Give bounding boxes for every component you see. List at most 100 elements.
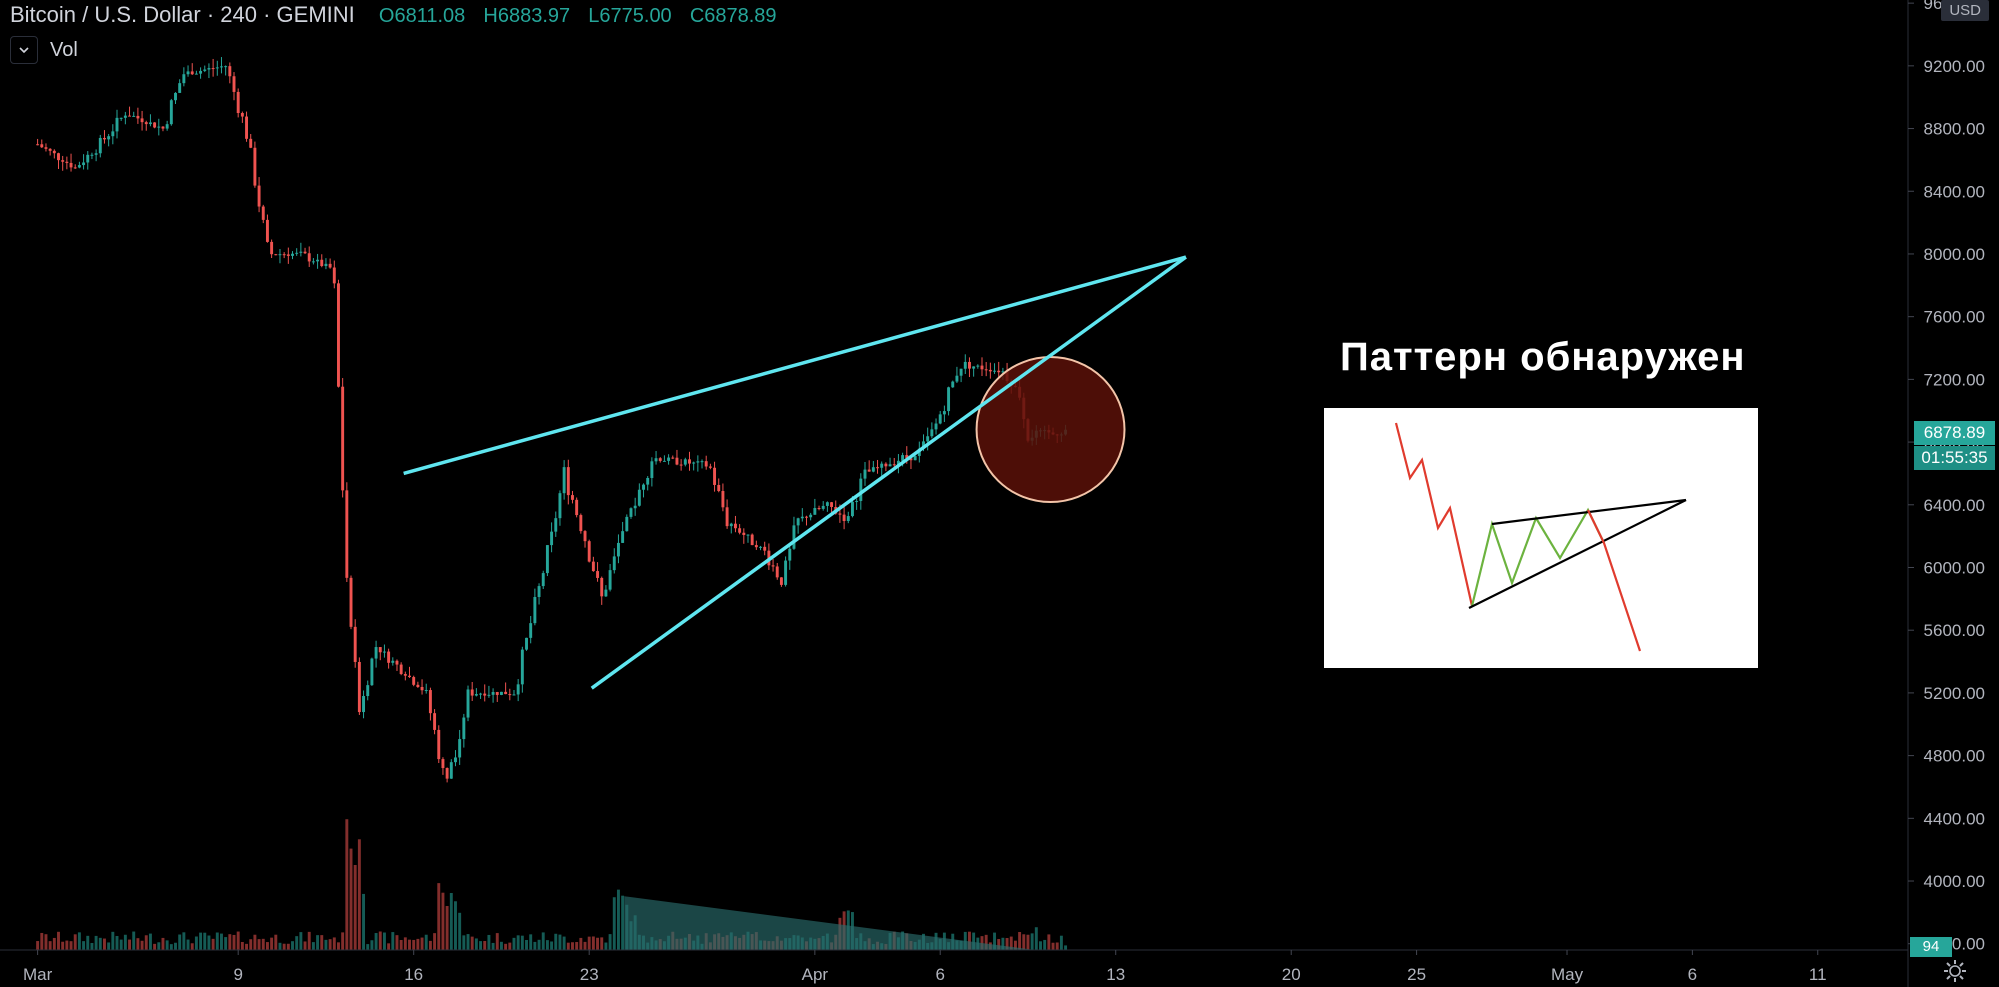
candle-body — [838, 513, 842, 515]
volume-bar — [483, 940, 487, 950]
time-tick-label: 11 — [1809, 965, 1827, 984]
candle-body — [871, 467, 875, 472]
candle-body — [867, 469, 871, 472]
volume-bar — [186, 939, 190, 950]
volume-bar — [545, 940, 549, 950]
volume-bar — [1005, 938, 1009, 950]
candle-body — [428, 690, 432, 714]
volume-bar — [52, 937, 56, 950]
candle-body — [228, 66, 232, 77]
volume-bar — [441, 892, 445, 950]
volume-bar — [94, 935, 98, 950]
time-tick-label: Apr — [802, 965, 829, 984]
candle-body — [959, 368, 963, 376]
candle-body — [65, 161, 69, 163]
volume-bar — [984, 934, 988, 950]
volume-bar — [462, 935, 466, 950]
volume-bar — [1009, 936, 1013, 950]
volume-bar — [190, 943, 194, 950]
volume-bar — [148, 933, 152, 950]
volume-bar — [98, 937, 102, 950]
candle-body — [353, 626, 357, 662]
price-tick-label: 5200.00 — [1924, 684, 1985, 703]
candle-body — [470, 689, 474, 696]
volume-bar — [491, 942, 495, 950]
volume-bar — [1034, 927, 1038, 950]
candle-body — [754, 545, 758, 548]
last-volume-label: 94 — [1910, 937, 1952, 957]
indicator-collapse-button[interactable] — [10, 36, 38, 64]
volume-bar — [537, 939, 541, 950]
candle-body — [750, 534, 754, 546]
volume-bar — [562, 936, 566, 950]
candle-body — [391, 660, 395, 663]
candle-body — [86, 154, 90, 163]
candle-body — [650, 461, 654, 478]
candle-body — [357, 661, 361, 713]
volume-bar — [541, 932, 545, 950]
volume-bar — [307, 931, 311, 950]
volume-bar — [566, 942, 570, 950]
volume-bar — [420, 937, 424, 950]
price-tick-label: 4400.00 — [1924, 809, 1985, 828]
candle-body — [629, 508, 633, 517]
candle-body — [888, 464, 892, 467]
candle-body — [800, 516, 804, 519]
candle-body — [930, 429, 934, 437]
volume-bar — [1064, 945, 1068, 950]
candle-body — [692, 462, 696, 464]
symbol-title[interactable]: Bitcoin / U.S. Dollar · 240 · GEMINI — [10, 2, 355, 27]
ohlc-low: L6775.00 — [588, 5, 672, 27]
candle-body — [111, 131, 115, 137]
candlestick-series — [36, 57, 1068, 783]
volume-bar — [458, 912, 462, 950]
candle-body — [265, 219, 269, 242]
gear-icon[interactable] — [1942, 958, 1968, 984]
candle-body — [474, 694, 478, 696]
volume-bar — [1047, 934, 1051, 950]
volume-bar — [529, 934, 533, 950]
candle-body — [320, 259, 324, 267]
candle-body — [984, 369, 988, 371]
volume-wedge — [624, 896, 1036, 950]
candle-body — [337, 283, 340, 387]
candle-body — [270, 241, 274, 255]
candle-body — [529, 623, 533, 638]
price-scale: 9600.009200.008800.008400.008000.007600.… — [1907, 0, 1985, 987]
volume-wedge-shape — [624, 896, 1036, 950]
candle-body — [792, 525, 796, 549]
volume-bar — [504, 943, 508, 950]
candle-body — [157, 126, 161, 128]
volume-bar — [257, 939, 261, 950]
volume-bar — [1051, 942, 1055, 950]
candle-body — [909, 458, 913, 461]
volume-indicator-label[interactable]: Vol — [50, 38, 78, 61]
candle-body — [311, 261, 315, 263]
volume-bar — [40, 932, 44, 950]
candle-body — [562, 467, 566, 494]
volume-bar — [249, 939, 253, 950]
candle-body — [533, 597, 537, 624]
candle-body — [57, 153, 60, 161]
currency-badge[interactable]: USD — [1941, 0, 1989, 21]
candle-body — [295, 252, 299, 254]
volume-bar — [111, 931, 115, 950]
volume-bar — [199, 932, 203, 950]
candle-body — [997, 370, 1001, 373]
candle-body — [366, 685, 370, 697]
candle-body — [746, 534, 750, 536]
candle-body — [612, 556, 616, 571]
candle-body — [462, 717, 466, 740]
volume-bar — [203, 932, 207, 950]
candle-body — [779, 577, 783, 585]
volume-bar — [194, 936, 198, 950]
volume-bar — [525, 939, 528, 950]
candle-body — [387, 651, 391, 663]
volume-bar — [608, 934, 612, 950]
candle-body — [103, 137, 106, 140]
candle-body — [307, 253, 311, 262]
candle-body — [349, 577, 353, 627]
candle-body — [420, 686, 424, 691]
candle-body — [805, 516, 808, 518]
